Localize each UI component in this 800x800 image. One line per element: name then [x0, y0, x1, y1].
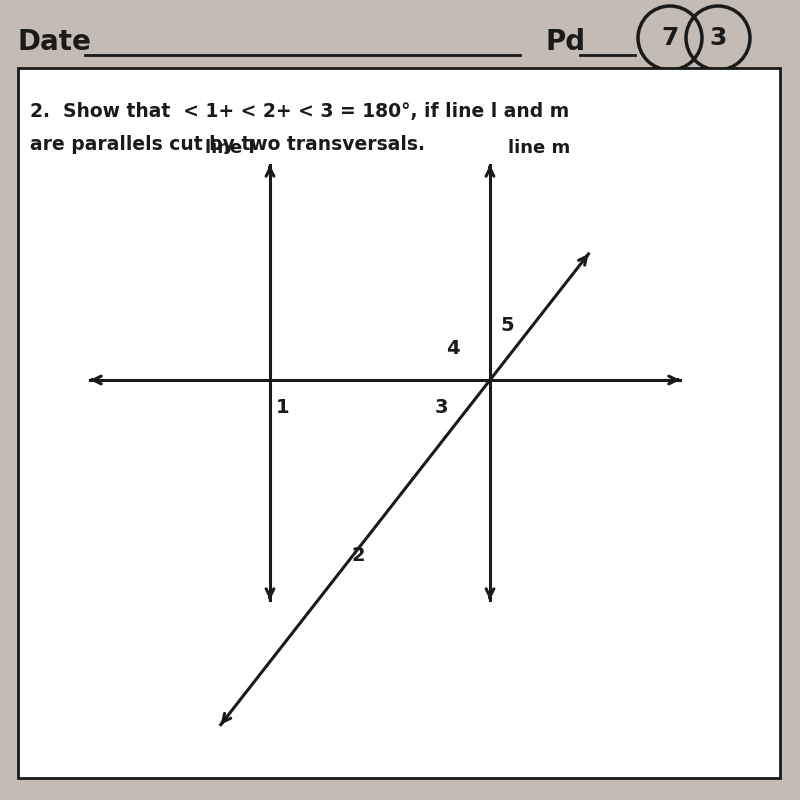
- Text: 4: 4: [446, 339, 460, 358]
- Text: 7: 7: [662, 26, 678, 50]
- Text: Pd: Pd: [545, 28, 585, 56]
- Bar: [18, 68, 780, 778]
- Text: 1: 1: [276, 398, 290, 417]
- Text: Date: Date: [18, 28, 92, 56]
- Text: line l: line l: [206, 139, 255, 157]
- Text: 3: 3: [710, 26, 726, 50]
- Text: 2: 2: [351, 546, 365, 565]
- Text: 5: 5: [500, 316, 514, 335]
- Text: line m: line m: [508, 139, 570, 157]
- Text: are parallels cut by two transversals.: are parallels cut by two transversals.: [30, 135, 425, 154]
- Text: 3: 3: [435, 398, 449, 417]
- Text: 2.  Show that  < 1+ < 2+ < 3 = 180°, if line l and m: 2. Show that < 1+ < 2+ < 3 = 180°, if li…: [30, 102, 570, 121]
